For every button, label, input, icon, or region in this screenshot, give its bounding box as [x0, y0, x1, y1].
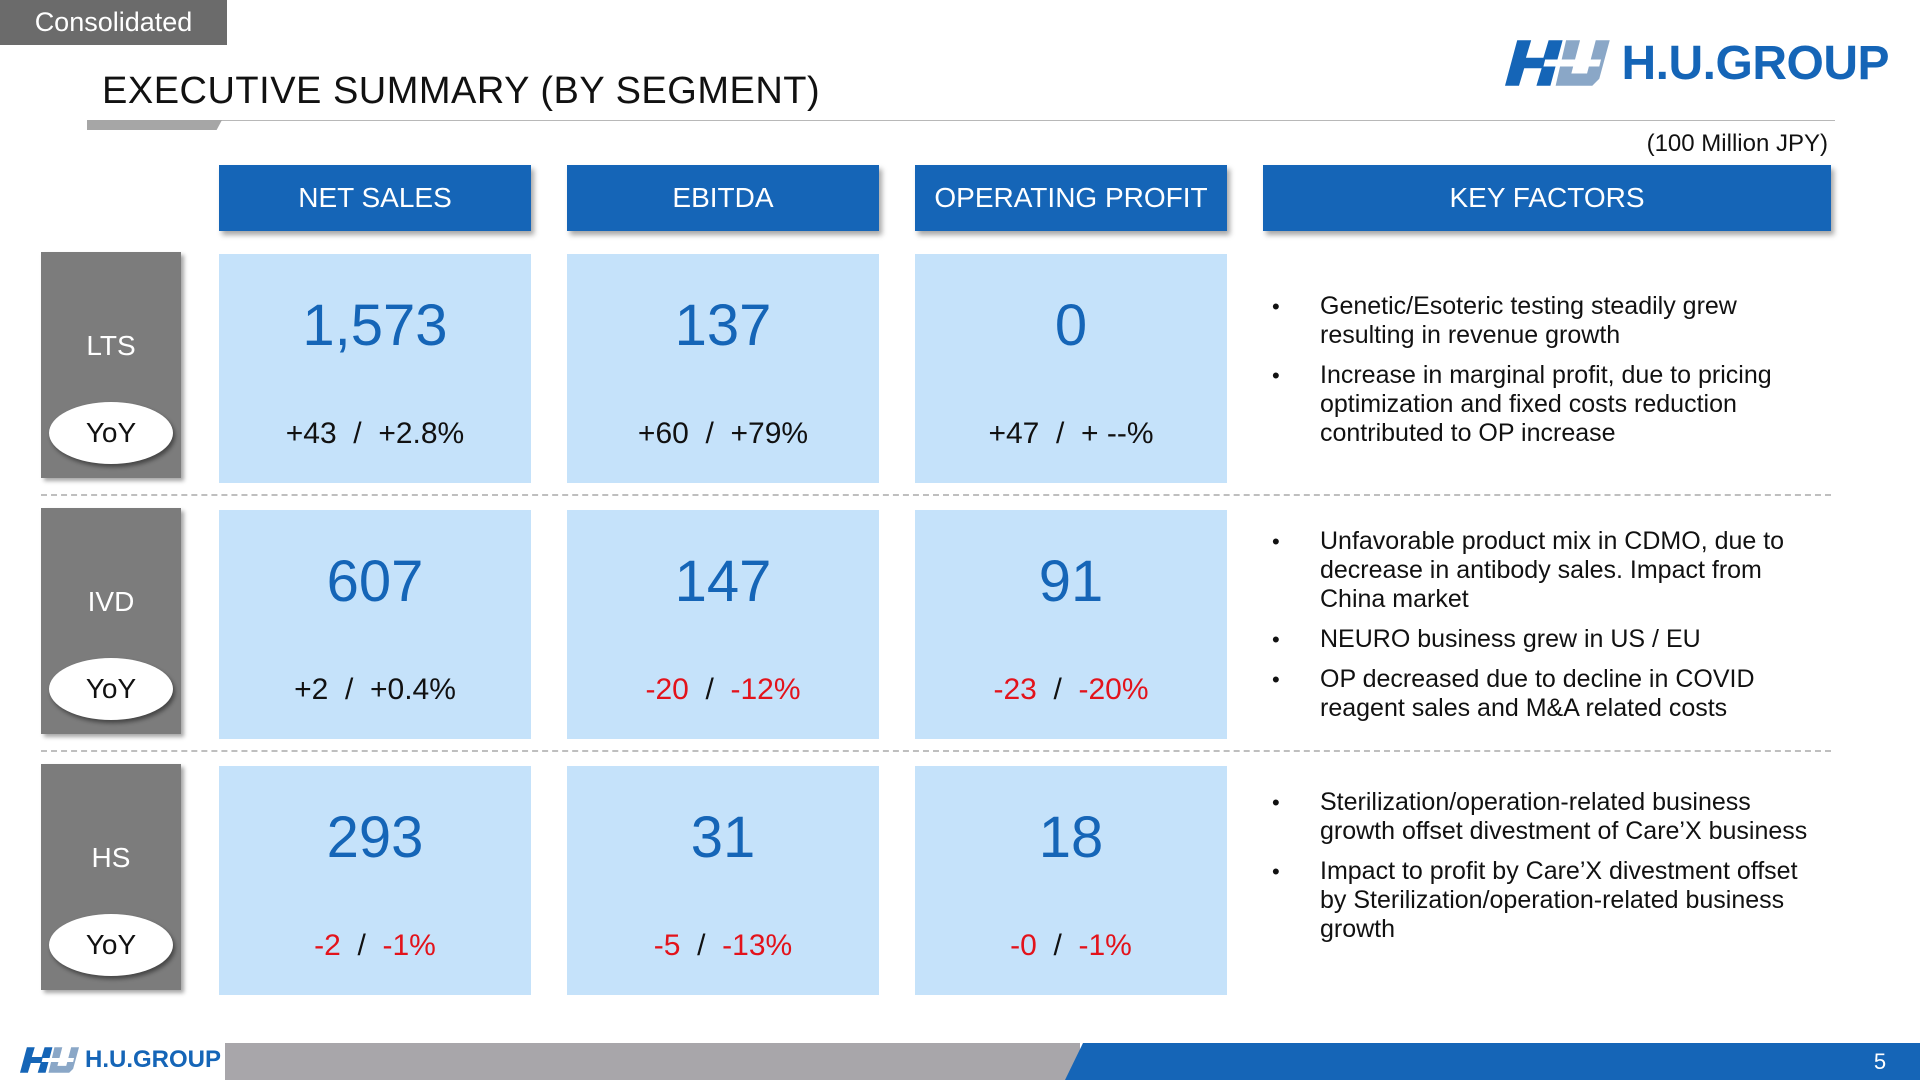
lts-key-factors: Genetic/Esoteric testing steadily grew r… — [1268, 292, 1828, 459]
metric-yoy: +60 / +79% — [637, 417, 809, 450]
footer-logo: H.U.GROUP — [20, 1040, 221, 1080]
metric-value: 147 — [674, 549, 772, 614]
metric-value: 31 — [690, 805, 756, 870]
key-factor-item: Impact to profit by Care’X divestment of… — [1268, 857, 1828, 944]
segment-label: IVD — [87, 586, 135, 617]
metric-yoy: -2 / -1% — [314, 929, 436, 962]
consolidated-tag: Consolidated — [0, 0, 227, 45]
footer-logo-wordmark: H.U.GROUP — [85, 1046, 222, 1073]
hs-net-sales-cell: 293 -2 / -1% — [219, 766, 531, 995]
hu-logo-icon — [1505, 40, 1610, 86]
segment-hs: HS YoY — [41, 764, 181, 990]
metric-value: 0 — [1054, 293, 1088, 358]
title-accent-bar — [87, 120, 222, 130]
metric-value: 1,573 — [302, 293, 448, 358]
header-operating-profit: OPERATING PROFIT — [915, 165, 1227, 231]
segment-label: HS — [91, 842, 131, 873]
ivd-key-factors: Unfavorable product mix in CDMO, due to … — [1268, 527, 1828, 734]
key-factor-item: NEURO business grew in US / EU — [1268, 625, 1828, 654]
metric-value: 607 — [326, 549, 424, 614]
yoy-badge: YoY — [49, 402, 173, 464]
lts-op-cell: 0 +47 / + --% — [915, 254, 1227, 483]
metric-value: 293 — [326, 805, 424, 870]
segment-ivd: IVD YoY — [41, 508, 181, 734]
metric-yoy: +43 / +2.8% — [285, 417, 465, 450]
ivd-op-cell: 91 -23 / -20% — [915, 510, 1227, 739]
metric-yoy: -5 / -13% — [653, 929, 793, 962]
hu-logo-icon — [20, 1047, 80, 1073]
hs-op-cell: 18 -0 / -1% — [915, 766, 1227, 995]
row-divider — [41, 750, 1831, 752]
hs-ebitda-cell: 31 -5 / -13% — [567, 766, 879, 995]
key-factor-item: Increase in marginal profit, due to pric… — [1268, 361, 1828, 448]
title-divider — [87, 120, 1835, 121]
metric-yoy: -0 / -1% — [1010, 929, 1132, 962]
metric-value: 18 — [1038, 805, 1104, 870]
footer-bar-blue — [1065, 1043, 1920, 1080]
metric-value: 137 — [674, 293, 772, 358]
metric-yoy: -23 / -20% — [993, 673, 1149, 706]
metric-yoy: -20 / -12% — [645, 673, 801, 706]
ivd-net-sales-cell: 607 +2 / +0.4% — [219, 510, 531, 739]
segment-lts: LTS YoY — [41, 252, 181, 478]
metric-yoy: +47 / + --% — [988, 417, 1154, 450]
header-net-sales: NET SALES — [219, 165, 531, 231]
page-number: 5 — [1873, 1049, 1887, 1074]
yoy-badge: YoY — [49, 914, 173, 976]
logo-wordmark: H.U.GROUP — [1621, 36, 1889, 90]
key-factor-item: Unfavorable product mix in CDMO, due to … — [1268, 527, 1828, 614]
header-ebitda: EBITDA — [567, 165, 879, 231]
lts-net-sales-cell: 1,573 +43 / +2.8% — [219, 254, 531, 483]
unit-label: (100 Million JPY) — [1646, 130, 1828, 157]
ivd-ebitda-cell: 147 -20 / -12% — [567, 510, 879, 739]
header-key-factors: KEY FACTORS — [1263, 165, 1831, 231]
key-factor-item: Sterilization/operation-related business… — [1268, 788, 1828, 846]
segment-label: LTS — [86, 330, 136, 361]
key-factor-item: Genetic/Esoteric testing steadily grew r… — [1268, 292, 1828, 350]
key-factor-item: OP decreased due to decline in COVID rea… — [1268, 665, 1828, 723]
metric-yoy: +2 / +0.4% — [294, 673, 456, 706]
footer-bar-gray — [225, 1043, 1080, 1080]
metric-value: 91 — [1038, 549, 1104, 614]
page-title: EXECUTIVE SUMMARY (BY SEGMENT) — [102, 70, 821, 112]
hs-key-factors: Sterilization/operation-related business… — [1268, 788, 1828, 955]
yoy-badge: YoY — [49, 658, 173, 720]
row-divider — [41, 494, 1831, 496]
lts-ebitda-cell: 137 +60 / +79% — [567, 254, 879, 483]
company-logo: H.U.GROUP — [1505, 32, 1889, 94]
